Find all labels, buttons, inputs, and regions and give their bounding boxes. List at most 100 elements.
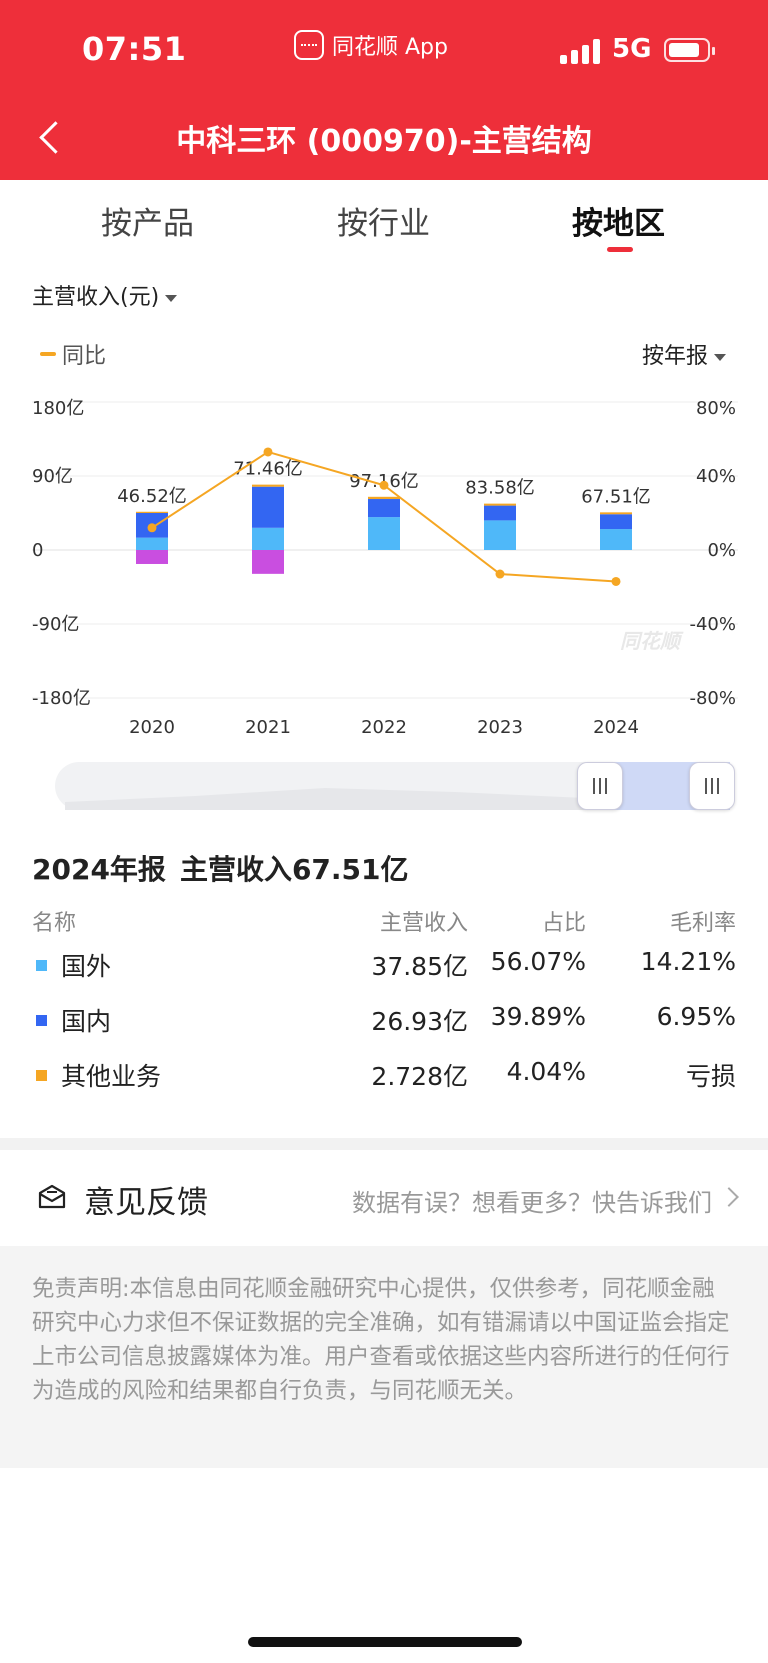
row-revenue: 26.93亿 — [371, 1007, 468, 1036]
bar-other — [136, 511, 168, 513]
header-revenue: 主营收入 — [379, 911, 468, 936]
bar-overseas — [252, 527, 284, 550]
feedback-row[interactable]: 意见反馈 数据有误？想看更多？快告诉我们 — [0, 1150, 768, 1246]
x-tick-label: 2022 — [361, 717, 407, 738]
metric-dropdown-label: 主营收入(元) — [32, 285, 160, 310]
table-row[interactable]: 国外 37.85亿 56.07% 14.21% — [32, 947, 736, 1002]
network-type: 5G — [612, 34, 652, 64]
chart-watermark: 同花顺 — [620, 629, 684, 653]
tab-by-region[interactable]: 按地区 — [572, 206, 665, 242]
bar-other — [252, 484, 284, 487]
y-right-tick-label: 0% — [707, 540, 736, 561]
slider-left-handle[interactable] — [577, 762, 623, 810]
disclaimer-text: 免责声明:本信息由同花顺金融研究中心提供，仅供参考，同花顺金融研究中心力求但不保… — [32, 1276, 730, 1404]
tab-by-industry[interactable]: 按行业 — [337, 206, 430, 242]
caret-down-icon — [714, 353, 727, 361]
yoy-point — [263, 447, 273, 457]
yoy-point — [379, 480, 389, 490]
row-margin: 14.21% — [640, 947, 736, 976]
bar-total-label: 67.51亿 — [581, 486, 651, 507]
metric-dropdown[interactable]: 主营收入(元) — [32, 279, 178, 311]
y-right-tick-label: 40% — [696, 466, 736, 487]
bar-overseas — [136, 537, 168, 550]
row-margin: 亏损 — [685, 1062, 736, 1091]
bar-other — [368, 496, 400, 500]
bar-overseas — [600, 529, 632, 550]
y-right-tick-label: -80% — [689, 688, 736, 709]
feedback-hint: 数据有误？想看更多？快告诉我们 — [352, 1189, 712, 1217]
slider-preview — [65, 788, 600, 810]
bar-overseas — [484, 520, 516, 550]
table-row[interactable]: 国内 26.93亿 39.89% 6.95% — [32, 1002, 736, 1057]
bar-total-label: 71.46亿 — [233, 459, 303, 480]
row-share: 56.07% — [490, 947, 586, 976]
app-indicator: 同花顺 App — [294, 30, 448, 60]
status-bar: 07:51 同花顺 App 5G — [0, 0, 768, 100]
range-slider[interactable] — [55, 762, 735, 810]
color-swatch — [36, 1014, 47, 1026]
table-header: 名称 主营收入 占比 毛利率 — [32, 905, 736, 947]
page-title: 中科三环 (000970)-主营结构 — [176, 124, 592, 159]
breakdown-table: 名称 主营收入 占比 毛利率 国外 37.85亿 56.07% 14.21% 国… — [32, 905, 736, 1112]
row-revenue: 2.728亿 — [371, 1062, 468, 1091]
x-tick-label: 2021 — [245, 717, 291, 738]
row-name: 国外 — [61, 952, 112, 981]
table-row[interactable]: 其他业务 2.728亿 4.04% 亏损 — [32, 1057, 736, 1112]
bar-overseas — [368, 517, 400, 550]
x-tick-label: 2020 — [129, 717, 175, 738]
x-tick-label: 2024 — [593, 717, 639, 738]
tab-by-product[interactable]: 按产品 — [101, 206, 194, 242]
period-dropdown-label: 按年报 — [642, 344, 709, 369]
app-logo-icon — [294, 30, 324, 60]
y-left-tick-label: -90亿 — [32, 614, 79, 635]
chevron-right-icon — [719, 1187, 739, 1207]
row-share: 39.89% — [490, 1002, 586, 1031]
yoy-point — [495, 569, 505, 579]
y-right-tick-label: 80% — [696, 398, 736, 419]
feedback-mail-icon — [38, 1184, 66, 1209]
section-divider — [0, 1138, 768, 1150]
bar-domestic — [484, 505, 516, 521]
header-name: 名称 — [32, 911, 77, 936]
yoy-line-swatch — [40, 352, 56, 356]
y-left-tick-label: -180亿 — [32, 688, 91, 709]
battery-icon — [664, 38, 715, 62]
bar-negative — [136, 550, 168, 564]
row-name: 其他业务 — [61, 1062, 162, 1091]
header-share: 占比 — [541, 911, 586, 936]
y-left-tick-label: 180亿 — [32, 398, 84, 419]
bar-total-label: 46.52亿 — [117, 486, 187, 507]
summary-revenue: 主营收入67.51亿 — [179, 853, 409, 886]
summary-period: 2024年报 — [32, 853, 166, 886]
color-swatch — [36, 1069, 47, 1081]
app-name: 同花顺 App — [332, 35, 448, 60]
row-revenue: 37.85亿 — [371, 952, 468, 981]
bar-domestic — [600, 514, 632, 530]
bar-domestic — [368, 499, 400, 518]
legend-yoy-label: 同比 — [62, 344, 107, 369]
bar-negative — [252, 550, 284, 574]
yoy-point — [147, 523, 157, 533]
app-header: 07:51 同花顺 App 5G 中科三环 (000970)-主营结构 — [0, 0, 768, 180]
slider-right-handle[interactable] — [689, 762, 735, 810]
disclaimer-section: 免责声明:本信息由同花顺金融研究中心提供，仅供参考，同花顺金融研究中心力求但不保… — [0, 1246, 768, 1468]
row-margin: 6.95% — [656, 1002, 736, 1031]
bar-other — [484, 503, 516, 506]
header-margin: 毛利率 — [669, 911, 736, 936]
y-left-tick-label: 90亿 — [32, 466, 73, 487]
caret-down-icon — [165, 294, 178, 302]
color-swatch — [36, 959, 47, 971]
bar-other — [600, 512, 632, 515]
cellular-signal-icon — [560, 38, 602, 64]
y-left-tick-label: 0 — [32, 540, 43, 561]
status-time: 07:51 — [82, 30, 187, 68]
legend-yoy: 同比 — [40, 338, 106, 370]
period-dropdown[interactable]: 按年报 — [642, 338, 727, 370]
bar-total-label: 83.58亿 — [465, 478, 535, 499]
home-indicator[interactable] — [248, 1637, 522, 1647]
tab-bar: 按产品 按行业 按地区 — [0, 180, 768, 260]
active-tab-indicator — [607, 247, 633, 252]
revenue-chart[interactable]: 180亿 90亿 0 -90亿 -180亿 80% 40% 0% -40% -80% 同花顺 46.5… — [0, 380, 768, 740]
x-tick-label: 2023 — [477, 717, 523, 738]
row-name: 国内 — [61, 1007, 112, 1036]
